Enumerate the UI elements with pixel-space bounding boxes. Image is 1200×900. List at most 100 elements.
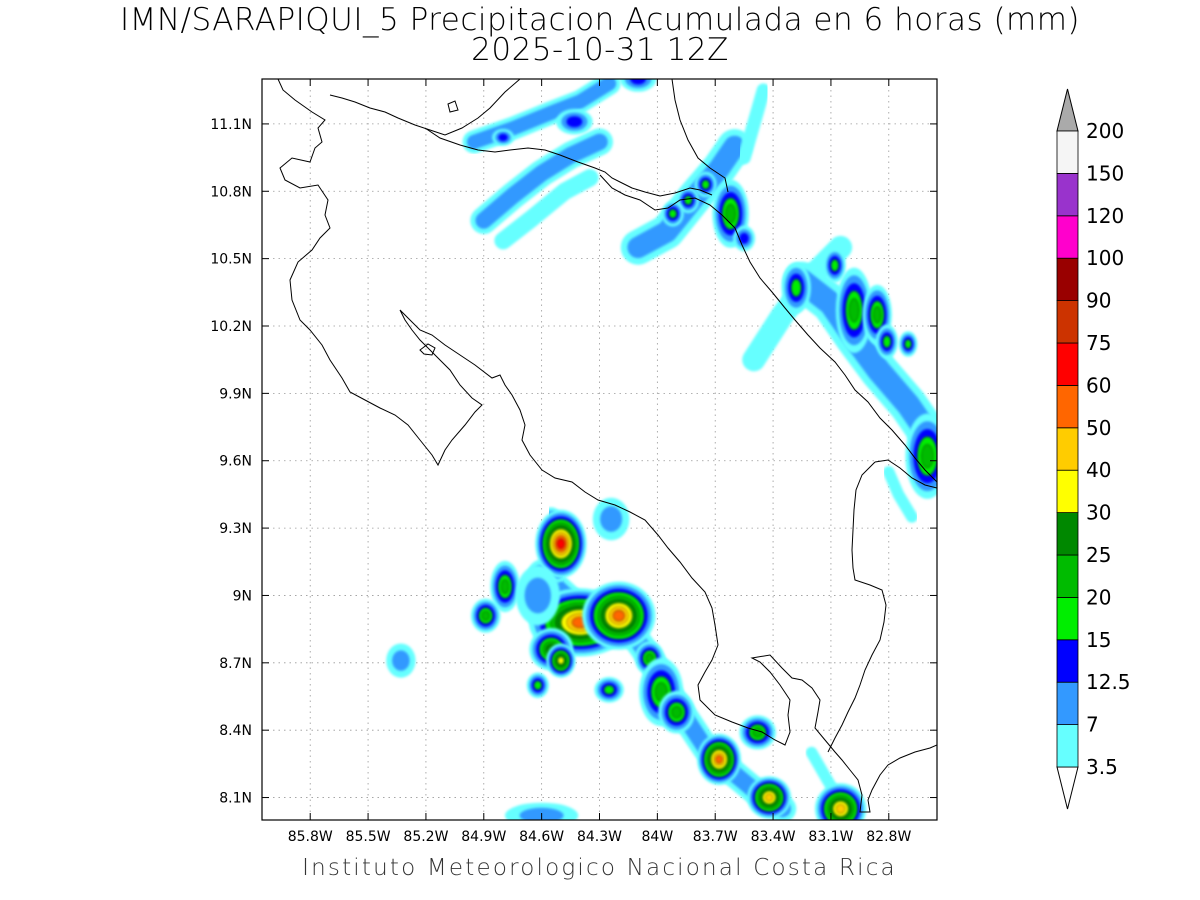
precip-cell-level [481, 610, 491, 621]
colorbar-label: 75 [1086, 331, 1111, 355]
colorbar-legend: 3.5 7 12.5 15 20 25 30 40 50 60 75 90 100 120 150 200 [1056, 88, 1131, 810]
precip-cell-level [557, 656, 565, 665]
colorbar-label: 3.5 [1086, 755, 1118, 779]
precip-cell-level [835, 803, 846, 814]
colorbar-label: 7 [1086, 713, 1099, 737]
colorbar-swatch [1056, 681, 1079, 726]
map-title-line2: 2025-10-31 12Z [471, 32, 729, 68]
lon-tick-label: 83.7W [693, 829, 738, 845]
colorbar-label: 200 [1086, 119, 1124, 143]
lon-tick-label: 84.3W [577, 829, 622, 845]
pacific-coast-north [262, 79, 937, 813]
colorbar-swatch [1056, 512, 1079, 556]
colorbar-label: 90 [1086, 289, 1111, 313]
colorbar-label: 150 [1086, 161, 1124, 185]
colorbar-swatch [1056, 257, 1079, 302]
colorbar-arrow-top [1056, 88, 1079, 132]
lat-tick-label: 10.5N [210, 252, 252, 268]
colorbar-swatch [1056, 724, 1079, 768]
precip-cell-level [921, 444, 934, 469]
colorbar-swatch [1056, 639, 1079, 683]
colorbar-label: 100 [1086, 246, 1124, 270]
map-title-line1: IMN/SARAPIQUI_5 Precipitacion Acumulada … [119, 2, 1081, 38]
precip-cell-level [392, 650, 410, 671]
precip-cell-level [848, 298, 860, 323]
precip-cell-level [498, 133, 508, 142]
lat-tick-label: 9N [233, 588, 252, 604]
precip-cell-level [882, 335, 891, 348]
precip-cell-level [872, 306, 882, 324]
colorbar-swatch [1056, 384, 1079, 429]
lon-tick-label: 84.9W [461, 829, 506, 845]
colorbar-label: 20 [1086, 585, 1111, 609]
precip-band-level [790, 269, 937, 451]
precip-band-level [737, 83, 771, 165]
lat-tick-label: 11.1N [210, 117, 252, 133]
precip-cell-level [790, 278, 802, 297]
precip-cell-level [904, 339, 912, 349]
precip-cell-level [556, 538, 565, 549]
precip-cell-level [612, 609, 625, 622]
institution-footer: Instituto Meteorologico Nacional Costa R… [302, 855, 897, 881]
precip-cell-level [739, 232, 749, 244]
lon-tick-label: 84.6W [519, 829, 564, 845]
colorbar-swatch [1056, 342, 1079, 386]
precip-cell-level [752, 727, 763, 738]
colorbar-label: 120 [1086, 204, 1124, 228]
lon-tick-label: 83.4W [751, 829, 796, 845]
precip-band-level [494, 169, 599, 250]
colorbar-label: 50 [1086, 416, 1111, 440]
colorbar-label: 60 [1086, 373, 1111, 397]
precip-band-level [883, 466, 918, 523]
colorbar-label: 25 [1086, 543, 1111, 567]
precip-cell-level [645, 653, 654, 664]
colorbar-swatch [1056, 215, 1079, 259]
colorbar-swatch [1056, 469, 1079, 514]
precip-cell-level [671, 706, 682, 719]
lat-tick-label: 8.4N [219, 723, 252, 739]
lat-tick-label: 8.1N [219, 791, 252, 807]
border-panama [827, 459, 937, 753]
precip-cell-level [764, 793, 774, 802]
axis-ticks: 85.8W 85.5W 85.2W 84.9W 84.6W 84.3W 84W 83.7W 83… [210, 79, 937, 845]
colorbar-label: 40 [1086, 458, 1111, 482]
precip-cell-level [684, 195, 693, 205]
precip-cell-level [524, 577, 551, 614]
island-ometepe [447, 100, 459, 113]
map-gridlines [262, 79, 937, 820]
precip-cell-level [533, 680, 542, 690]
colorbar-swatch [1056, 597, 1079, 641]
lat-tick-label: 8.7N [219, 656, 252, 672]
colorbar-swatch [1056, 300, 1079, 344]
precip-cell-level [715, 755, 723, 764]
island-chira [419, 343, 436, 356]
precip-cell-level [668, 209, 677, 219]
lat-tick-label: 10.8N [210, 184, 252, 200]
precip-cell-level [630, 79, 646, 85]
colorbar-swatch [1056, 427, 1079, 471]
precip-band-level [475, 133, 608, 229]
lon-tick-label: 85.2W [403, 829, 448, 845]
precip-cell-level [500, 579, 510, 594]
lon-tick-label: 85.5W [346, 829, 391, 845]
caribbean-coast [329, 79, 937, 483]
coastline-layer [262, 79, 937, 813]
colorbar-swatch [1056, 172, 1079, 217]
colorbar-swatch [1056, 554, 1079, 598]
lon-tick-label: 84W [642, 829, 674, 845]
colorbar-arrow-bottom [1056, 766, 1079, 810]
precip-cell-level [566, 116, 583, 128]
precip-cell-level [701, 179, 710, 190]
lat-tick-label: 10.2N [210, 319, 252, 335]
border-nicaragua [424, 79, 729, 197]
precip-cell-level [600, 506, 623, 532]
lon-tick-label: 85.8W [288, 829, 333, 845]
lon-tick-label: 83.1W [808, 829, 853, 845]
lat-tick-label: 9.9N [219, 386, 252, 402]
colorbar-label: 12.5 [1086, 670, 1131, 694]
precip-cell-level [603, 685, 615, 695]
lat-tick-label: 9.6N [219, 454, 252, 470]
precip-cell-level [830, 259, 839, 272]
colorbar-label: 15 [1086, 628, 1111, 652]
